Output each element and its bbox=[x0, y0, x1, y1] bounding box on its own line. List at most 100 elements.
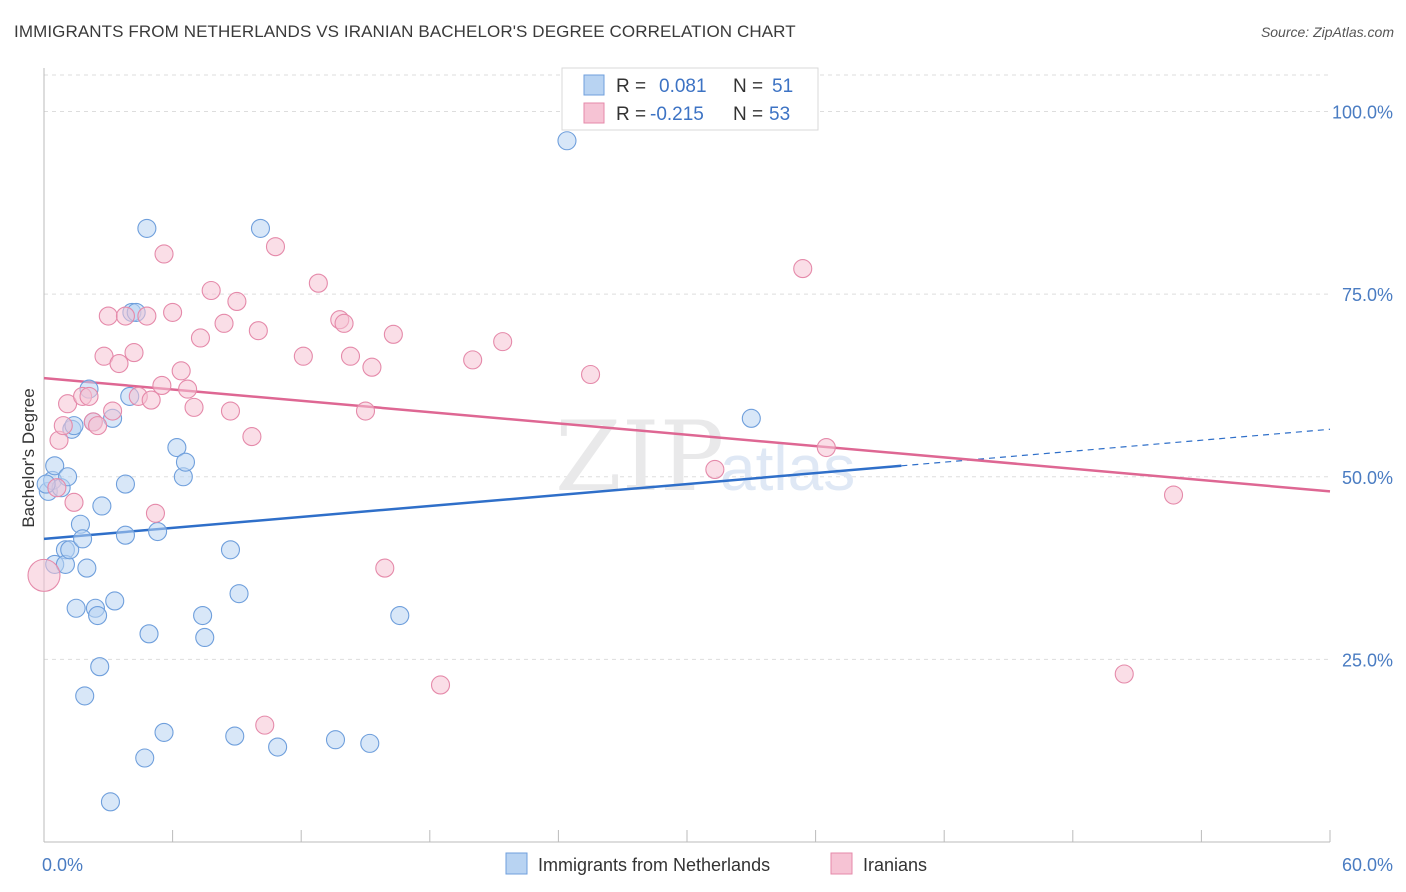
stats-r-value-blue: 0.081 bbox=[659, 76, 707, 97]
x-tick-label: 60.0% bbox=[1342, 855, 1393, 875]
iranians-point bbox=[355, 401, 376, 421]
iranians-point bbox=[137, 306, 157, 326]
iranians-point bbox=[362, 357, 382, 377]
iranians-point bbox=[109, 353, 129, 374]
netherlands-point bbox=[229, 584, 249, 604]
netherlands-point bbox=[325, 730, 346, 750]
trend-lines bbox=[43, 376, 1331, 541]
iranians-point bbox=[152, 375, 172, 396]
iranians-point bbox=[88, 416, 108, 436]
netherlands-point bbox=[88, 606, 108, 626]
iranians-point bbox=[163, 302, 183, 322]
netherlands-point bbox=[75, 686, 95, 706]
iranians-point bbox=[103, 401, 123, 421]
chart-title: IMMIGRANTS FROM NETHERLANDS VS IRANIAN B… bbox=[14, 22, 796, 41]
netherlands-point bbox=[139, 624, 159, 644]
netherlands-point bbox=[66, 598, 86, 618]
netherlands-point bbox=[115, 525, 135, 545]
iranians-point bbox=[171, 361, 191, 381]
netherlands-point bbox=[115, 474, 135, 494]
y-tick-label: 50.0% bbox=[1342, 468, 1393, 488]
stats-n-value-pink: 53 bbox=[769, 104, 790, 125]
stats-r-label-blue: R = bbox=[616, 76, 646, 97]
iranians-point bbox=[340, 346, 361, 366]
netherlands-point bbox=[360, 733, 380, 753]
iranians-point bbox=[201, 280, 221, 301]
iranians-point bbox=[1114, 664, 1134, 684]
stats-r-value-pink: -0.215 bbox=[650, 104, 704, 125]
iranians-point bbox=[47, 478, 67, 498]
netherlands-point bbox=[390, 606, 410, 626]
iranians-point bbox=[178, 379, 198, 399]
iranians-point bbox=[580, 364, 601, 385]
tick-labels: 25.0% 50.0% 75.0% 100.0% 0.0% 60.0% bbox=[42, 103, 1393, 875]
iranians-point bbox=[53, 416, 73, 436]
iranians-point bbox=[705, 459, 725, 480]
netherlands-point bbox=[92, 496, 112, 516]
netherlands-point bbox=[60, 540, 80, 560]
iranians-point bbox=[98, 306, 118, 326]
iranians-point bbox=[1163, 485, 1184, 505]
watermark-zip: ZIP bbox=[555, 401, 724, 513]
iranians-point bbox=[27, 558, 61, 592]
chart-source: Source: ZipAtlas.com bbox=[1260, 24, 1394, 40]
iranians-point bbox=[145, 503, 166, 523]
iranians-point bbox=[154, 244, 174, 264]
iranians-point bbox=[141, 390, 161, 410]
legend-swatch-iranians bbox=[830, 852, 853, 875]
netherlands-point bbox=[220, 540, 241, 560]
netherlands-point bbox=[175, 452, 196, 472]
iranians-point bbox=[184, 397, 204, 417]
trend-line-netherlands bbox=[43, 464, 902, 541]
iranians-point bbox=[463, 350, 483, 370]
netherlands-point bbox=[90, 657, 110, 677]
netherlands-point bbox=[135, 748, 155, 768]
netherlands-point bbox=[225, 726, 245, 746]
netherlands-point bbox=[557, 131, 577, 151]
stats-n-value-blue: 51 bbox=[772, 76, 793, 97]
legend-label-iranians: Iranians bbox=[863, 855, 927, 875]
netherlands-point bbox=[167, 437, 187, 458]
legend-swatch-netherlands bbox=[505, 852, 528, 875]
netherlands-point bbox=[45, 456, 65, 476]
iranians-point bbox=[383, 324, 403, 344]
iranians-point bbox=[242, 427, 262, 447]
iranians-point bbox=[214, 313, 234, 333]
netherlands-point bbox=[193, 606, 213, 626]
netherlands-point bbox=[195, 627, 215, 648]
stats-r-label-pink: R = bbox=[616, 104, 646, 125]
stats-swatch-pink bbox=[583, 102, 605, 124]
iranians-point bbox=[115, 306, 135, 326]
netherlands-point bbox=[268, 737, 288, 757]
iranians-point bbox=[793, 259, 813, 279]
iranians-point bbox=[265, 237, 286, 257]
netherlands-point bbox=[105, 591, 125, 611]
iranians-point bbox=[124, 343, 144, 363]
x-tick-label: 0.0% bbox=[42, 855, 83, 875]
trend-line-iranians bbox=[43, 376, 1331, 493]
netherlands-point bbox=[154, 722, 174, 742]
grid-lines bbox=[44, 74, 1330, 660]
stats-n-label-pink: N = bbox=[733, 104, 763, 125]
watermark: ZIP atlas bbox=[555, 401, 855, 513]
iranians-point bbox=[248, 321, 268, 341]
iranians-point bbox=[334, 313, 354, 333]
stats-swatch-blue bbox=[583, 74, 605, 96]
data-points bbox=[27, 131, 1184, 812]
y-tick-label: 100.0% bbox=[1332, 103, 1393, 123]
iranians-point bbox=[375, 558, 395, 578]
iranians-point bbox=[493, 332, 513, 352]
y-tick-label: 25.0% bbox=[1342, 650, 1393, 670]
iranians-point bbox=[816, 437, 836, 458]
iranians-point bbox=[308, 273, 328, 293]
y-axis-title: Bachelor's Degree bbox=[19, 388, 38, 527]
axes bbox=[43, 68, 1331, 843]
iranians-point bbox=[79, 386, 99, 406]
iranians-point bbox=[293, 346, 313, 366]
iranians-point bbox=[255, 715, 275, 735]
iranians-point bbox=[227, 291, 247, 311]
iranians-point bbox=[190, 328, 211, 348]
y-tick-label: 75.0% bbox=[1342, 285, 1393, 305]
netherlands-point bbox=[137, 218, 157, 238]
stats-n-label-blue: N = bbox=[733, 76, 763, 97]
